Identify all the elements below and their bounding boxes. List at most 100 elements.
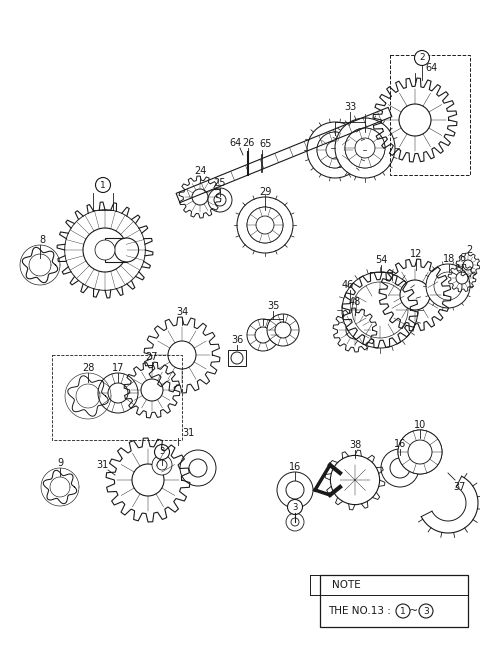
Text: 10: 10	[414, 420, 426, 430]
Circle shape	[189, 459, 207, 477]
Text: 64: 64	[230, 138, 242, 148]
Text: 35: 35	[267, 301, 279, 311]
Circle shape	[317, 132, 353, 168]
Circle shape	[307, 122, 363, 178]
Circle shape	[255, 327, 271, 343]
Circle shape	[398, 430, 442, 474]
Circle shape	[286, 513, 304, 531]
Circle shape	[396, 604, 410, 618]
Bar	[345, 298, 359, 310]
Circle shape	[381, 449, 419, 487]
Bar	[390, 55, 470, 175]
Circle shape	[168, 341, 196, 369]
Text: 6: 6	[459, 253, 465, 263]
Circle shape	[180, 450, 216, 486]
Circle shape	[98, 373, 138, 413]
Text: 34: 34	[176, 307, 188, 317]
Text: 3: 3	[159, 447, 165, 457]
Text: 12: 12	[410, 249, 422, 259]
Text: 29: 29	[259, 187, 271, 197]
Circle shape	[65, 210, 145, 291]
Text: 1: 1	[100, 180, 106, 190]
Circle shape	[132, 464, 164, 496]
Circle shape	[390, 458, 410, 478]
Circle shape	[231, 352, 243, 364]
Text: 38: 38	[349, 440, 361, 450]
Text: 16: 16	[289, 462, 301, 472]
Text: 37: 37	[454, 482, 466, 492]
Circle shape	[456, 272, 468, 284]
Text: NOTE: NOTE	[332, 580, 361, 590]
Circle shape	[288, 499, 302, 514]
Text: 3: 3	[292, 502, 298, 512]
Circle shape	[247, 207, 283, 243]
Text: 9: 9	[57, 458, 63, 468]
Circle shape	[419, 604, 433, 618]
Circle shape	[95, 240, 115, 260]
Circle shape	[96, 178, 110, 192]
Circle shape	[286, 481, 304, 499]
Text: 27: 27	[146, 352, 158, 362]
Circle shape	[291, 518, 299, 526]
Circle shape	[345, 128, 385, 168]
Text: 33: 33	[344, 102, 356, 112]
Text: 31: 31	[182, 428, 194, 438]
Circle shape	[345, 128, 385, 168]
Text: 65: 65	[260, 139, 272, 149]
Bar	[52, 355, 182, 440]
Circle shape	[335, 118, 395, 178]
Circle shape	[398, 430, 442, 474]
Text: 2: 2	[419, 54, 425, 62]
Circle shape	[326, 141, 344, 159]
Circle shape	[463, 260, 473, 270]
Circle shape	[237, 197, 293, 253]
Circle shape	[434, 272, 462, 300]
Text: 54: 54	[375, 255, 387, 265]
Circle shape	[317, 132, 353, 168]
Circle shape	[192, 189, 208, 205]
Circle shape	[364, 294, 396, 326]
Text: 18: 18	[443, 254, 455, 264]
Circle shape	[408, 440, 432, 464]
Circle shape	[275, 322, 291, 338]
Text: 31: 31	[96, 460, 108, 470]
Text: 64: 64	[426, 63, 438, 73]
Text: THE NO.13 :: THE NO.13 :	[328, 606, 391, 616]
Circle shape	[141, 379, 163, 401]
Text: 3: 3	[423, 607, 429, 615]
Circle shape	[108, 383, 128, 403]
Circle shape	[352, 282, 408, 338]
Circle shape	[408, 440, 432, 464]
Circle shape	[267, 314, 299, 346]
Circle shape	[157, 460, 167, 470]
Circle shape	[346, 321, 364, 339]
Circle shape	[400, 280, 430, 310]
Text: 36: 36	[231, 335, 243, 345]
Circle shape	[277, 472, 313, 508]
Text: 25: 25	[214, 178, 226, 188]
Circle shape	[330, 455, 380, 504]
Text: 8: 8	[39, 235, 45, 245]
Circle shape	[155, 445, 169, 459]
Bar	[320, 575, 468, 627]
Text: 26: 26	[242, 138, 254, 148]
Circle shape	[415, 51, 430, 66]
Circle shape	[115, 238, 139, 262]
Text: 16: 16	[394, 439, 406, 449]
Text: 28: 28	[82, 363, 94, 373]
Circle shape	[152, 455, 172, 475]
Circle shape	[214, 194, 226, 206]
Circle shape	[247, 207, 283, 243]
Text: 24: 24	[194, 166, 206, 176]
Bar	[105, 238, 127, 262]
Circle shape	[426, 264, 470, 308]
Circle shape	[399, 104, 431, 136]
Circle shape	[355, 138, 375, 158]
Circle shape	[342, 272, 418, 348]
Text: 2: 2	[466, 245, 472, 255]
Circle shape	[208, 188, 232, 212]
Text: 17: 17	[112, 363, 124, 373]
Text: 46: 46	[342, 280, 354, 290]
Circle shape	[256, 216, 274, 234]
Text: 48: 48	[349, 297, 361, 307]
